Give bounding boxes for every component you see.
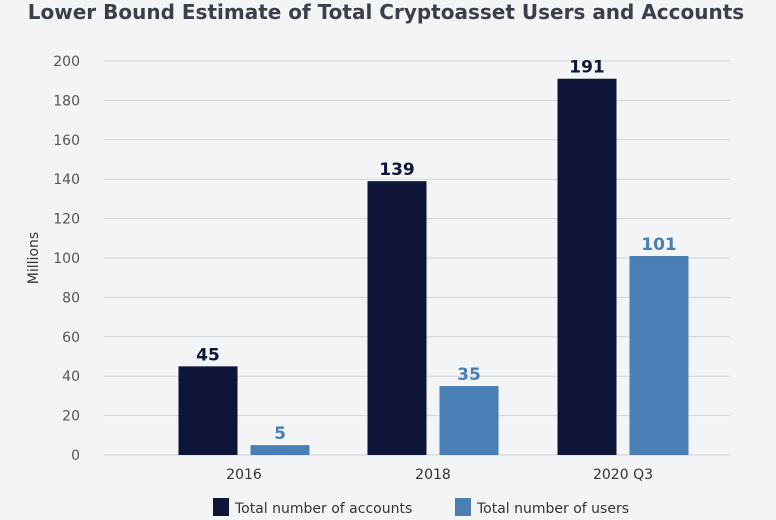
y-tick-labels: 0 20 40 60 80 100 120 140 160 180 200: [53, 54, 80, 464]
data-label: 191: [569, 58, 605, 78]
bar-users: [439, 386, 499, 455]
bar-users: [629, 256, 689, 455]
y-tick-label: 0: [71, 448, 80, 464]
y-axis-label: Millions: [26, 232, 42, 284]
legend-label: Total number of users: [476, 501, 629, 516]
y-tick-label: 140: [53, 172, 80, 188]
x-tick-label: 2016: [226, 467, 262, 483]
y-tick-label: 180: [53, 93, 80, 109]
y-tick-label: 200: [53, 54, 80, 70]
chart-title: Lower Bound Estimate of Total Cryptoasse…: [28, 0, 744, 24]
y-tick-label: 80: [62, 290, 80, 306]
data-label: 45: [196, 345, 220, 365]
x-tick-label: 2018: [415, 467, 451, 483]
data-labels: 45 139 191 5 35 101: [196, 58, 677, 444]
data-label: 5: [274, 424, 286, 444]
bar-accounts: [367, 181, 427, 456]
legend-swatch: [213, 498, 229, 516]
legend: Total number of accounts Total number of …: [213, 498, 629, 517]
y-tick-label: 60: [62, 330, 80, 346]
y-tick-label: 40: [62, 369, 80, 385]
data-label: 101: [641, 235, 677, 255]
bars: [178, 78, 689, 456]
legend-swatch: [455, 498, 471, 516]
bar-users: [250, 445, 310, 455]
bar-accounts: [557, 78, 617, 455]
x-tick-label: 2020 Q3: [593, 467, 653, 483]
y-tick-label: 160: [53, 133, 80, 149]
y-tick-label: 100: [53, 251, 80, 267]
y-tick-label: 120: [53, 212, 80, 228]
data-label: 35: [457, 365, 481, 385]
bar-accounts: [178, 366, 238, 455]
data-label: 139: [379, 160, 415, 180]
legend-label: Total number of accounts: [234, 501, 412, 516]
x-tick-labels: 2016 2018 2020 Q3: [226, 467, 653, 483]
y-tick-label: 20: [62, 409, 80, 425]
